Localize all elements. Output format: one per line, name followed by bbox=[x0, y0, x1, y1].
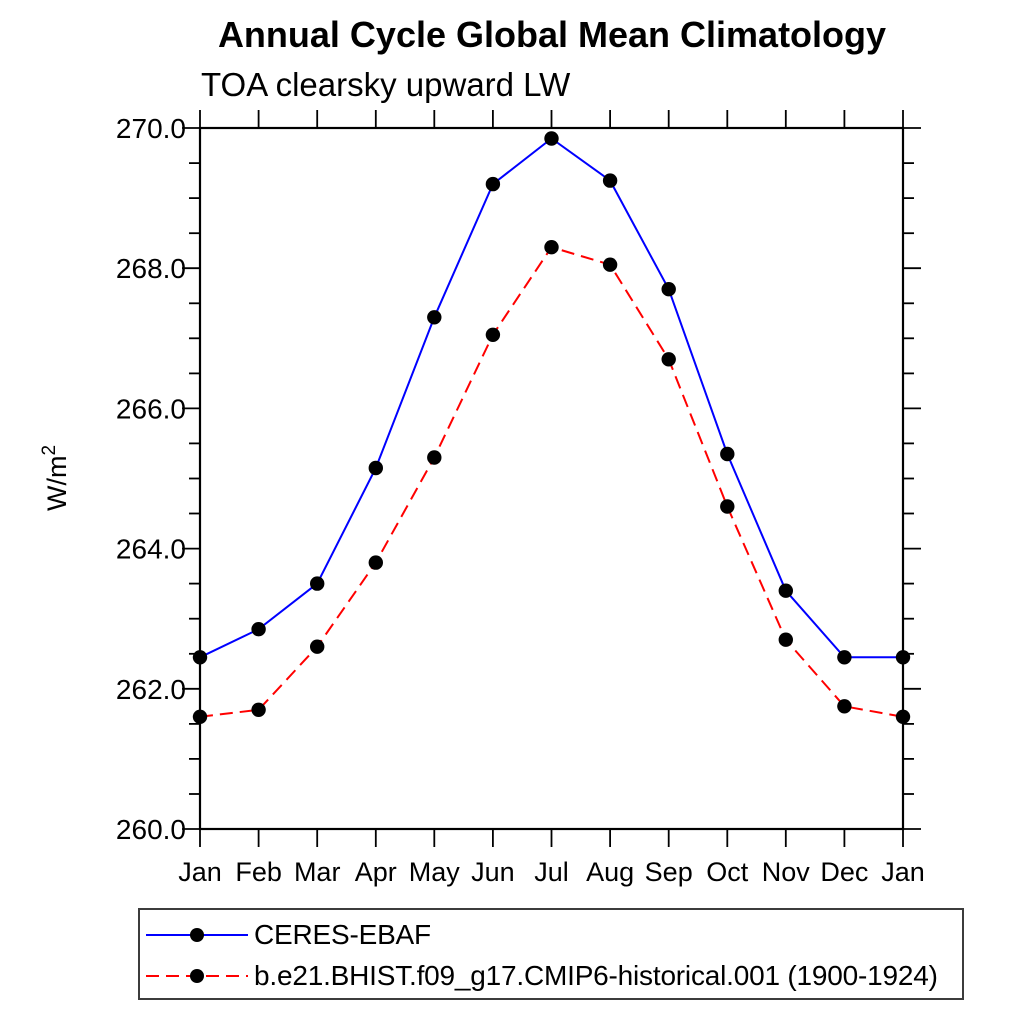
data-point-marker-1 bbox=[720, 499, 735, 514]
legend-label-model: b.e21.BHIST.f09_g17.CMIP6-historical.001… bbox=[254, 960, 938, 991]
series-line-0 bbox=[199, 137, 903, 659]
data-point-marker-1 bbox=[602, 257, 618, 272]
legend-dot-sample bbox=[190, 969, 204, 983]
data-point-marker-0 bbox=[251, 622, 266, 637]
y-tick-label: 262.0 bbox=[116, 674, 186, 705]
legend-box: CERES-EBAF b.e21.BHIST.f09_g17.CMIP6-his… bbox=[138, 908, 964, 1000]
solid-line-marker-icon bbox=[146, 928, 248, 942]
chart-subtitle: TOA clearsky upward LW bbox=[201, 66, 571, 103]
y-tick-label: 266.0 bbox=[116, 393, 186, 424]
data-point-marker-1 bbox=[778, 632, 793, 647]
y-tick-label: 264.0 bbox=[116, 534, 186, 565]
data-point-marker-0 bbox=[310, 576, 325, 591]
chart-title: Annual Cycle Global Mean Climatology bbox=[217, 14, 887, 55]
data-point-marker-0 bbox=[368, 460, 383, 476]
x-tick-label: Jan bbox=[178, 857, 222, 887]
y-tick-label: 268.0 bbox=[116, 253, 186, 284]
data-point-marker-0 bbox=[192, 650, 208, 665]
series-line-1 bbox=[199, 246, 904, 718]
data-point-marker-1 bbox=[310, 639, 325, 654]
data-point-marker-1 bbox=[192, 709, 208, 724]
data-point-marker-0 bbox=[427, 310, 442, 325]
x-tick-label: Nov bbox=[762, 857, 811, 887]
dashed-line-marker-icon bbox=[146, 969, 248, 983]
x-tick-label: Jan bbox=[881, 857, 925, 887]
x-tick-label: Dec bbox=[820, 857, 868, 887]
data-point-marker-1 bbox=[485, 327, 501, 342]
x-tick-label: Oct bbox=[706, 857, 749, 887]
data-point-marker-0 bbox=[720, 446, 735, 462]
x-tick-label: May bbox=[409, 857, 461, 887]
data-point-marker-0 bbox=[602, 173, 618, 188]
data-point-marker-1 bbox=[368, 555, 383, 570]
data-point-marker-1 bbox=[661, 352, 676, 367]
y-tick-label: 270.0 bbox=[116, 113, 186, 144]
legend-dot-sample bbox=[190, 928, 204, 942]
data-point-marker-0 bbox=[837, 650, 852, 665]
data-point-marker-1 bbox=[895, 709, 911, 724]
x-tick-label: Jul bbox=[534, 857, 569, 887]
plot-frame bbox=[198, 126, 905, 831]
y-tick-label: 260.0 bbox=[116, 814, 186, 845]
y-axis-title: W/m2 bbox=[39, 445, 72, 511]
x-tick-label: Apr bbox=[355, 857, 397, 887]
data-point-marker-1 bbox=[544, 240, 559, 255]
data-point-marker-1 bbox=[837, 699, 852, 714]
data-point-marker-0 bbox=[895, 650, 911, 665]
data-point-marker-1 bbox=[427, 450, 442, 465]
legend-entry-model: b.e21.BHIST.f09_g17.CMIP6-historical.001… bbox=[144, 956, 938, 996]
data-point-marker-0 bbox=[661, 282, 676, 297]
legend-entry-ceres: CERES-EBAF bbox=[144, 915, 431, 955]
x-tick-label: Feb bbox=[235, 857, 282, 887]
x-tick-label: Jun bbox=[471, 857, 515, 887]
data-point-marker-0 bbox=[778, 583, 793, 598]
x-tick-label: Aug bbox=[586, 857, 634, 887]
legend-label-ceres: CERES-EBAF bbox=[254, 919, 431, 950]
data-point-marker-0 bbox=[544, 131, 559, 146]
x-tick-label: Sep bbox=[645, 857, 693, 887]
data-point-marker-0 bbox=[485, 176, 501, 192]
data-point-marker-1 bbox=[251, 702, 266, 717]
x-tick-label: Mar bbox=[294, 857, 341, 887]
